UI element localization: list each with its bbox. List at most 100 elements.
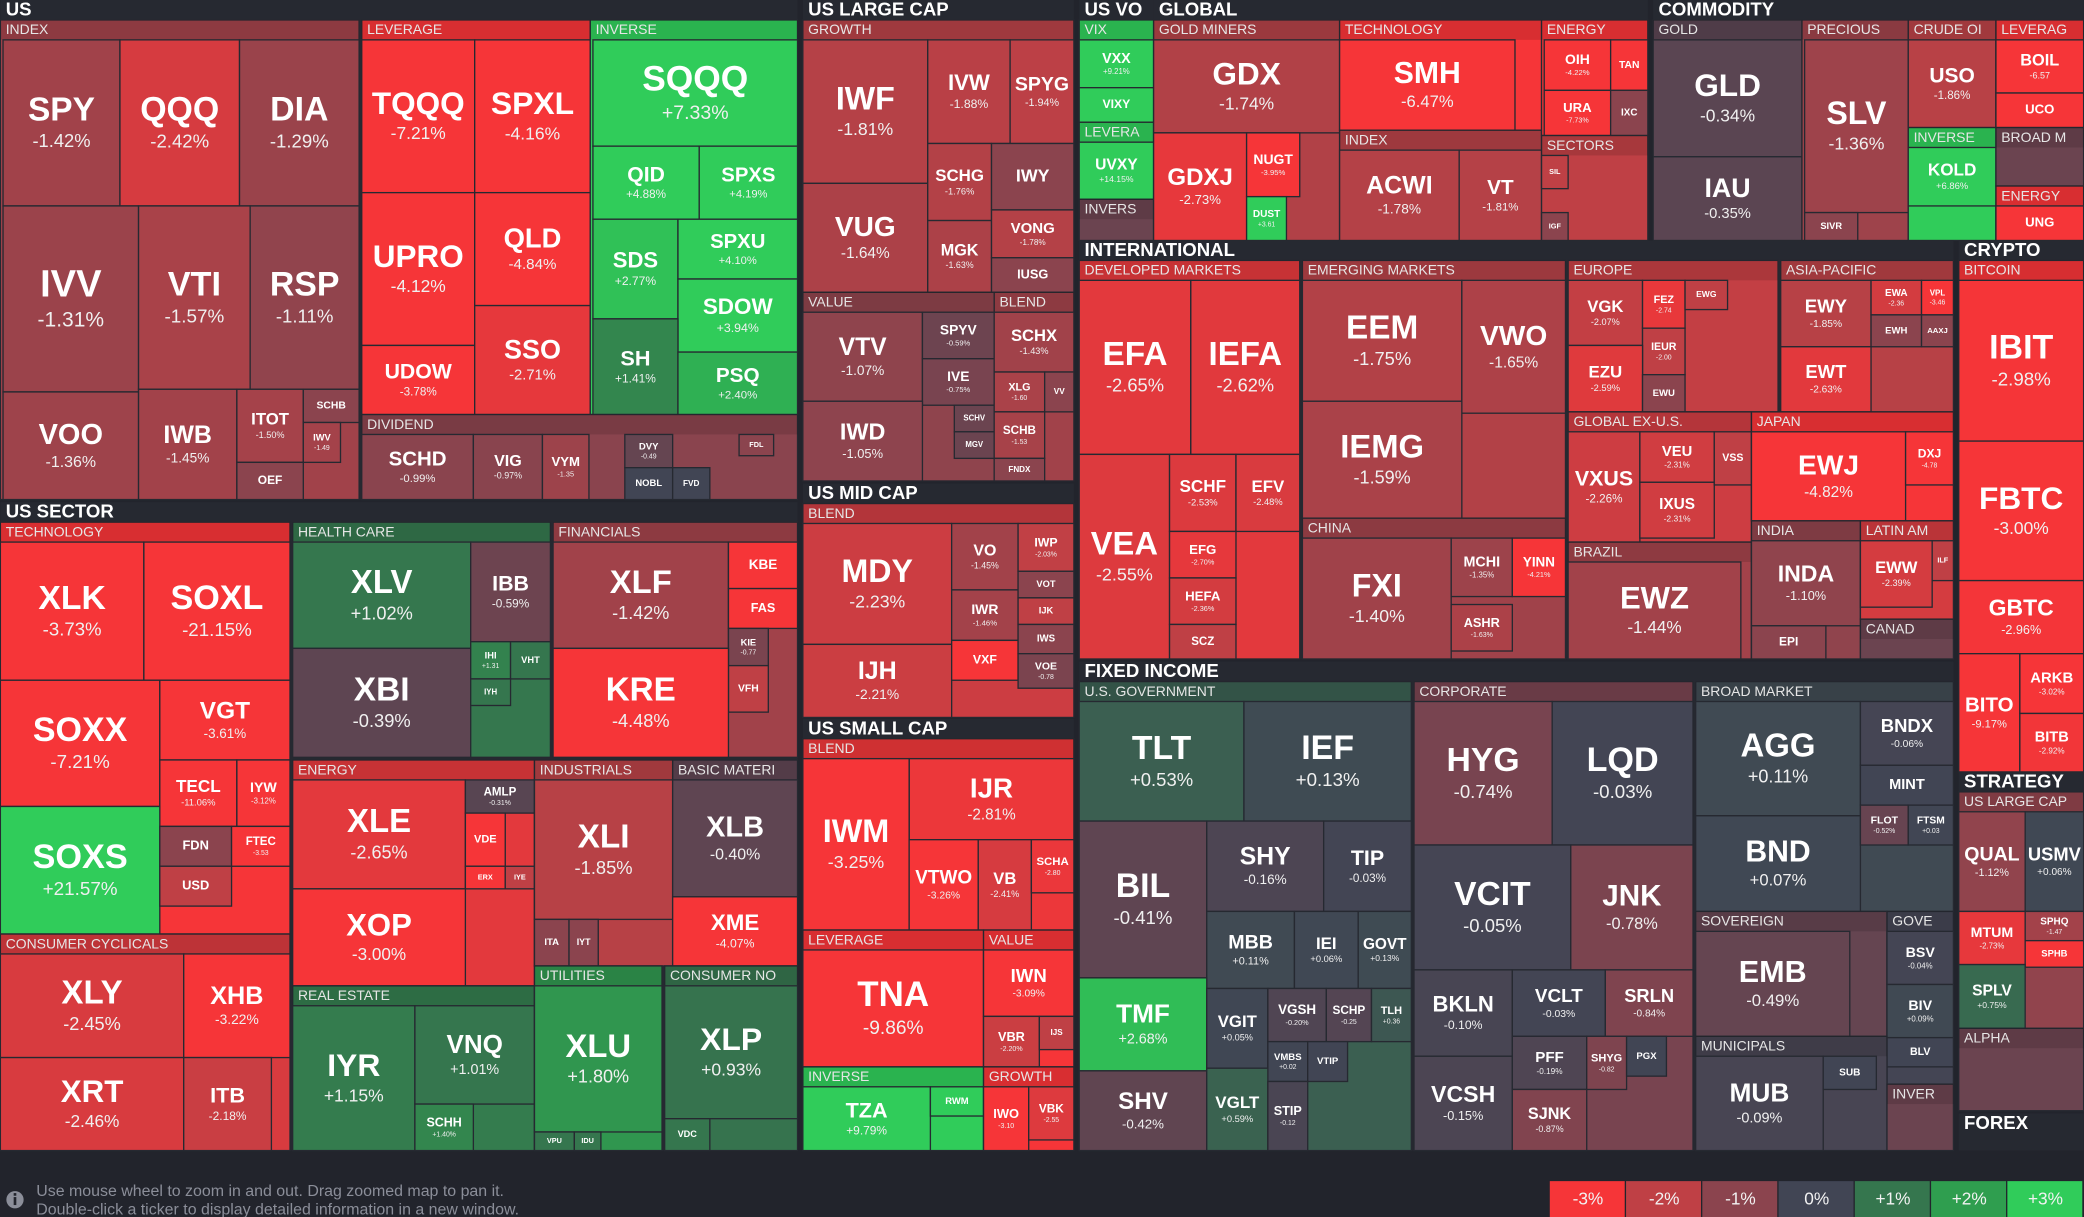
tile[interactable] [1567,431,1641,543]
tile[interactable] [927,142,993,222]
tile[interactable] [908,839,979,931]
ticker[interactable]: IUSG [1017,266,1048,281]
tile[interactable] [472,433,544,501]
ticker[interactable]: YINN [1523,554,1555,569]
tile[interactable] [1958,963,2026,1030]
tile[interactable] [509,641,552,680]
tile[interactable] [1043,371,1075,413]
ticker[interactable]: VO [973,543,996,560]
tile[interactable] [1078,141,1155,200]
ticker[interactable]: IBIT [1989,328,2053,366]
ticker[interactable]: KBE [749,557,778,572]
tile[interactable] [183,1056,273,1152]
tile[interactable] [464,812,506,867]
ticker[interactable]: VTV [839,334,888,361]
tile[interactable] [1301,400,1463,519]
ticker[interactable]: BLV [1910,1046,1930,1058]
tile[interactable] [1322,820,1413,913]
ticker[interactable]: VEU [1662,444,1692,460]
tile[interactable] [802,643,953,719]
ticker[interactable]: ILF [1937,556,1948,565]
ticker[interactable]: XRT [61,1074,124,1109]
ticker[interactable]: OEF [258,473,283,487]
tile[interactable] [953,431,995,460]
tile[interactable] [1750,625,1827,660]
ticker[interactable]: BITO [1965,693,2014,716]
ticker[interactable]: BND [1745,836,1810,869]
ticker[interactable]: IJK [1039,606,1054,616]
tile[interactable] [292,541,472,650]
ticker[interactable]: EWZ [1620,580,1689,615]
ticker[interactable]: EFV [1251,477,1285,496]
tile[interactable] [1695,815,1862,913]
ticker[interactable]: ITA [544,937,559,948]
tile[interactable] [1822,1055,1878,1091]
tile[interactable] [802,522,953,646]
ticker[interactable]: UVXY [1095,157,1138,174]
tile[interactable] [1511,1088,1588,1152]
ticker[interactable]: IHI [485,651,497,661]
tile[interactable] [1684,279,1729,311]
ticker[interactable]: VYM [551,454,580,469]
tile[interactable] [361,191,476,347]
ticker[interactable]: VXF [973,653,997,667]
ticker[interactable]: JNK [1602,879,1662,912]
tile[interactable] [1931,540,1955,582]
tile[interactable] [1030,839,1075,894]
ticker[interactable]: AAXJ [1927,326,1948,335]
tile[interactable] [950,639,1019,681]
tile[interactable] [2024,910,2084,942]
tile[interactable] [474,191,591,307]
ticker[interactable]: IWP [1034,536,1057,550]
tile[interactable] [1413,844,1572,971]
tile[interactable] [1152,39,1341,134]
ticker[interactable]: EWH [1885,325,1907,336]
ticker[interactable]: IWV [313,433,331,443]
ticker[interactable]: VBR [998,1029,1025,1044]
tile[interactable] [292,779,467,890]
tile[interactable] [119,39,241,207]
tile[interactable] [1338,149,1460,242]
tile[interactable] [698,145,799,220]
ticker[interactable]: SCHX [1011,326,1057,345]
tile[interactable] [361,39,476,194]
ticker[interactable]: DXJ [1918,446,1942,460]
ticker[interactable]: SIVR [1820,221,1842,231]
tile[interactable] [1413,1055,1513,1152]
ticker[interactable]: SUB [1839,1068,1860,1079]
tile[interactable] [993,457,1046,482]
tile[interactable] [0,541,145,681]
ticker[interactable]: SMH [1394,57,1461,90]
tile[interactable] [230,825,291,867]
tile[interactable] [159,679,291,761]
ticker[interactable]: FBTC [1979,480,2063,516]
tile[interactable] [1450,603,1513,652]
tile[interactable] [1301,279,1463,402]
ticker[interactable]: BSV [1906,945,1936,961]
ticker[interactable]: KOLD [1928,160,1977,180]
ticker[interactable]: XLP [700,1021,762,1057]
ticker[interactable]: VDC [678,1129,698,1139]
tile[interactable] [236,388,304,464]
ticker[interactable]: EWJ [1798,449,1859,480]
ticker[interactable]: SSO [504,334,561,364]
ticker[interactable]: SCHD [389,448,447,471]
ticker[interactable]: EFG [1189,542,1216,557]
ticker[interactable]: SOXL [170,579,263,617]
tile[interactable] [802,1086,932,1152]
tile[interactable] [292,888,467,987]
tile[interactable] [664,1118,711,1152]
ticker[interactable]: HEFA [1185,588,1221,603]
tile[interactable] [1038,1015,1075,1051]
ticker[interactable]: UDOW [385,360,453,384]
ticker[interactable]: SHV [1118,1088,1168,1115]
ticker[interactable]: IJR [970,772,1013,803]
ticker[interactable]: ERX [478,872,493,881]
ticker[interactable]: IEI [1316,934,1337,953]
ticker[interactable]: SRLN [1624,985,1674,1006]
tile[interactable] [1078,1070,1208,1152]
ticker[interactable]: BOIL [2020,51,2059,69]
ticker[interactable]: SPYV [940,322,978,338]
ticker[interactable]: RWM [945,1095,969,1106]
tile[interactable] [592,39,799,147]
